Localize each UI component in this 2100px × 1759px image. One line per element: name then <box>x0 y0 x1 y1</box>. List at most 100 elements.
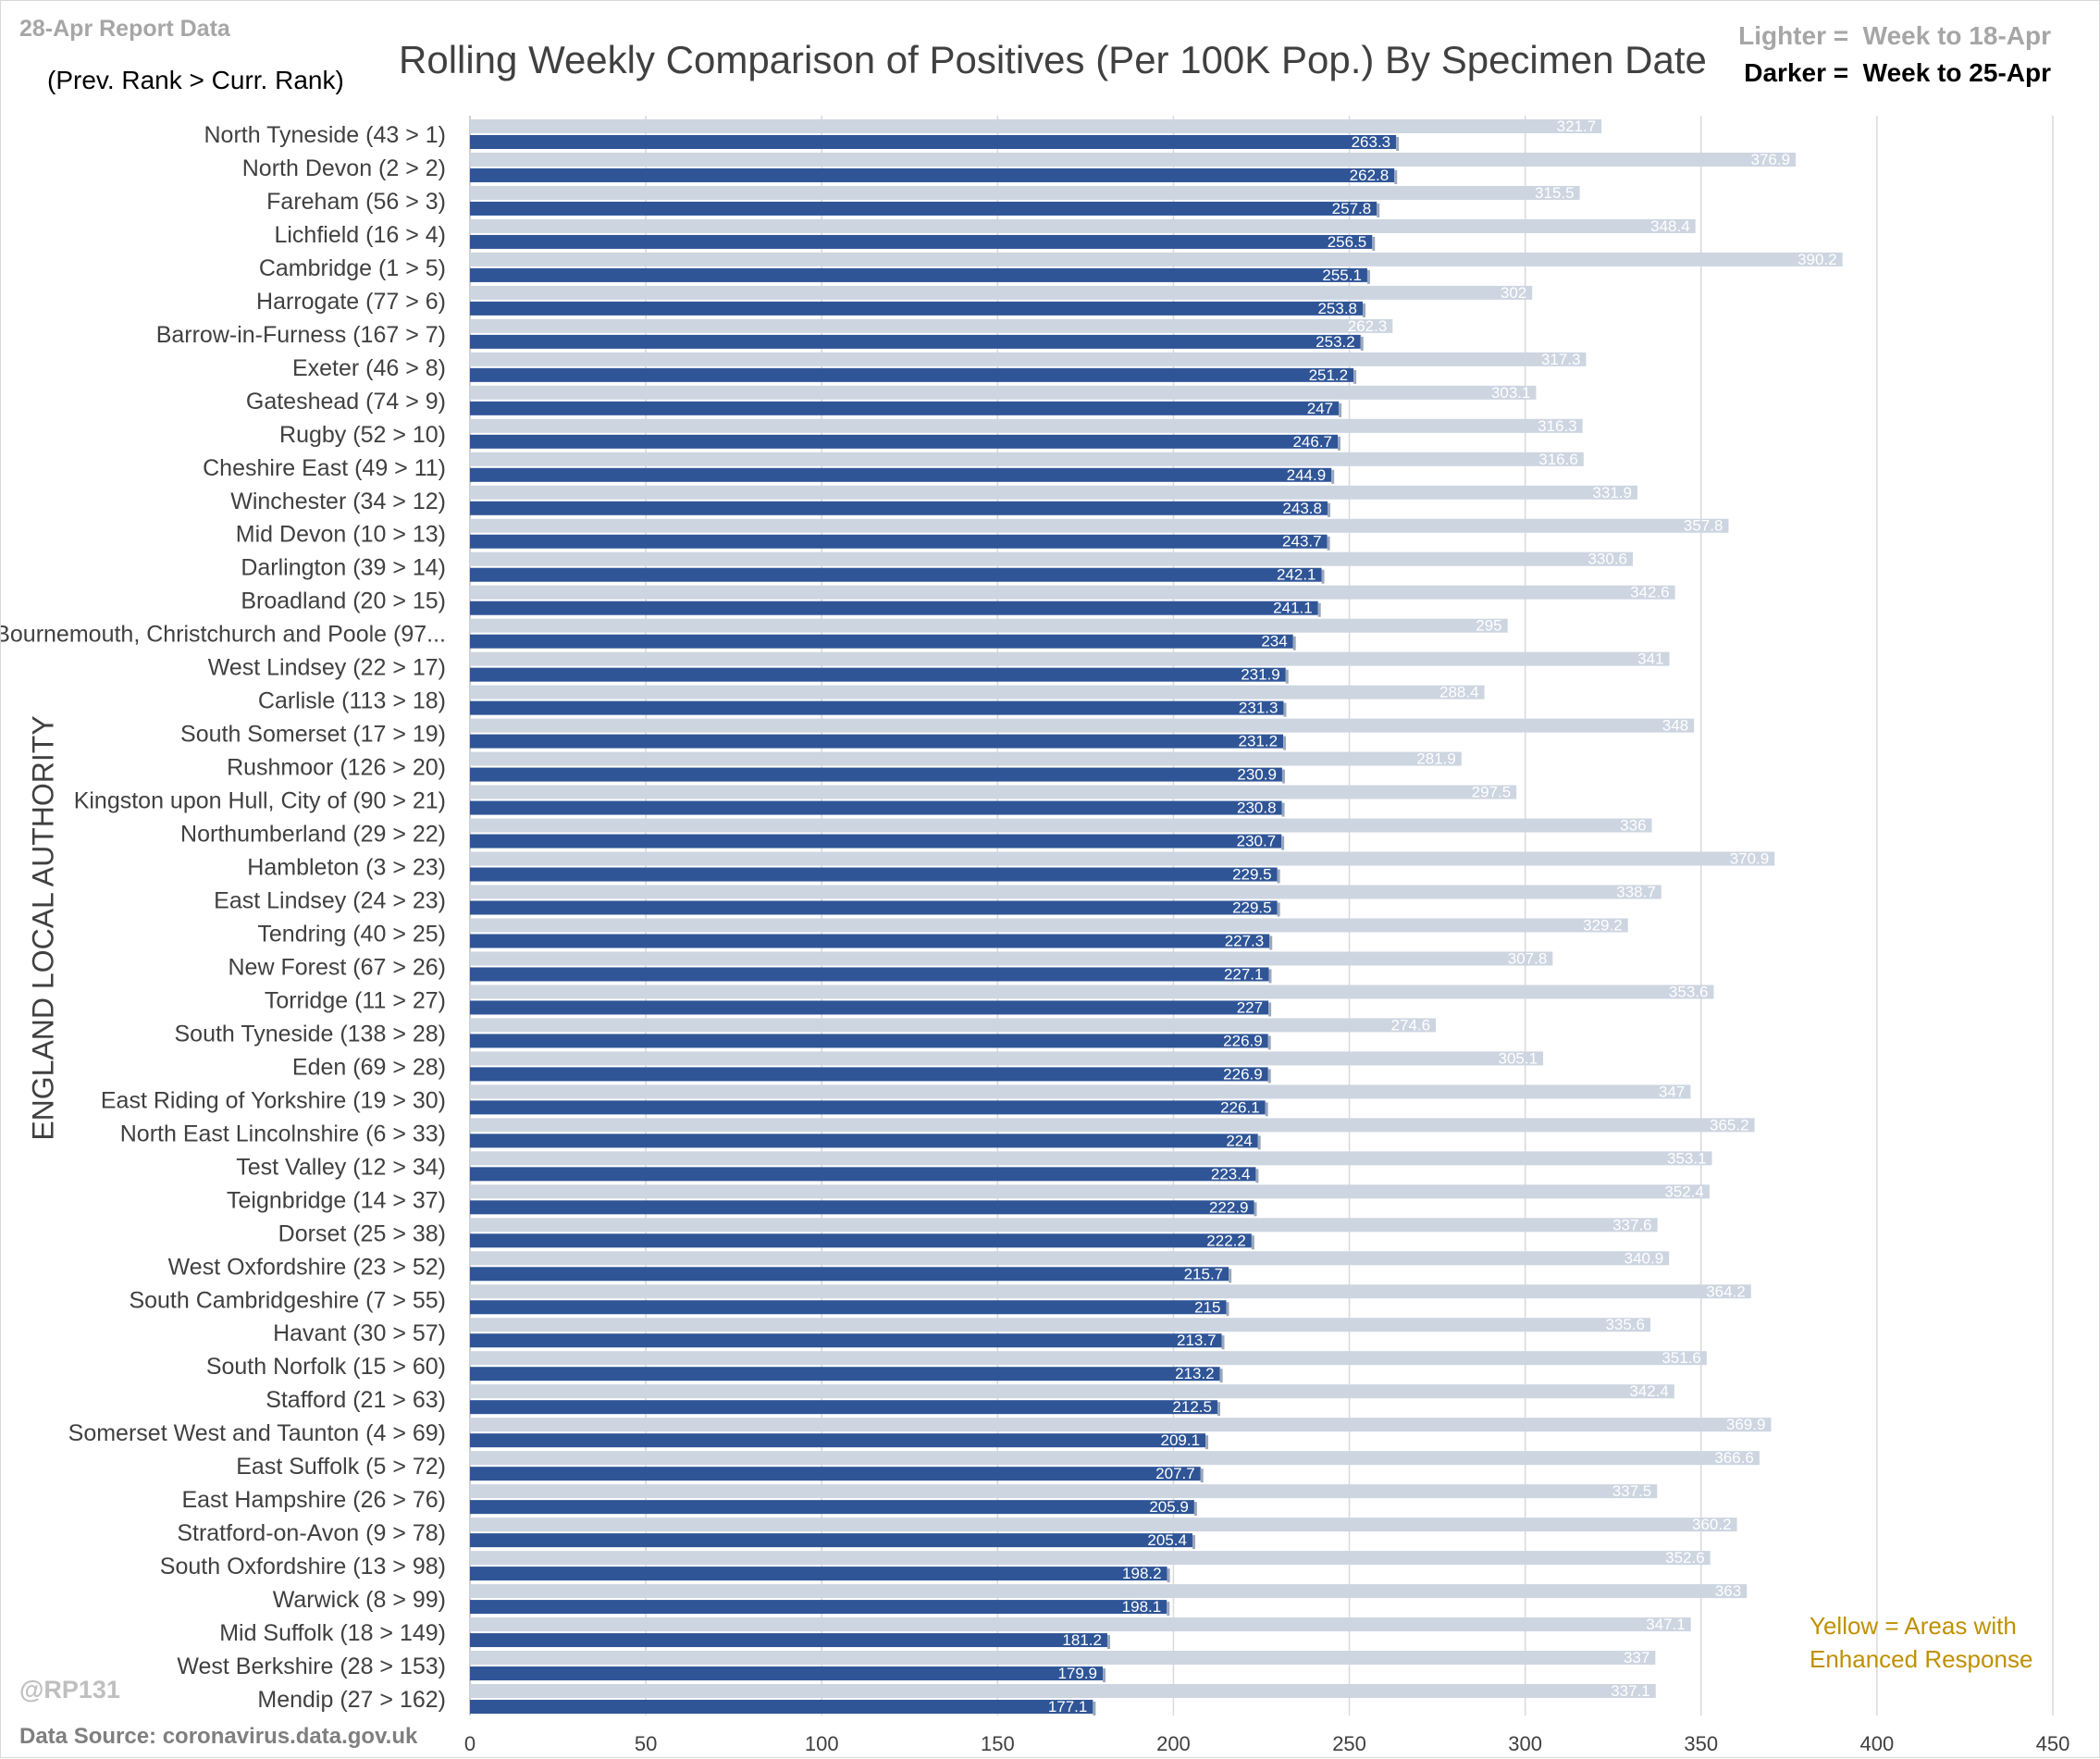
data-label-week-to-25-apr: 230.7 <box>1237 833 1277 850</box>
data-label-week-to-18-apr: 363 <box>1715 1582 1741 1600</box>
y-category-label: Darlington (39 > 14) <box>241 555 446 581</box>
x-tick-label: 50 <box>635 1732 657 1755</box>
data-label-week-to-25-apr: 226.9 <box>1223 1065 1263 1083</box>
data-label-week-to-18-apr: 342.4 <box>1629 1382 1669 1400</box>
data-label-week-to-18-apr: 342.6 <box>1630 584 1670 601</box>
bar-week-to-18-apr <box>470 518 1729 533</box>
y-category-label: Cambridge (1 > 5) <box>259 255 446 281</box>
data-label-week-to-18-apr: 390.2 <box>1797 251 1837 268</box>
bar-shadow <box>1106 1635 1110 1650</box>
data-label-week-to-18-apr: 321.7 <box>1557 118 1597 135</box>
y-category-label: Test Valley (12 > 34) <box>236 1154 446 1180</box>
data-label-week-to-25-apr: 222.2 <box>1206 1232 1246 1249</box>
y-category-label: South Somerset (17 > 19) <box>180 722 446 748</box>
bar-week-to-25-apr <box>470 401 1340 415</box>
y-category-label: Rushmoor (126 > 20) <box>227 755 446 781</box>
bar-shadow <box>1377 203 1380 217</box>
y-category-label: Stratford-on-Avon (9 > 78) <box>177 1520 446 1546</box>
data-label-week-to-18-apr: 274.6 <box>1391 1016 1431 1034</box>
bar-week-to-18-apr <box>470 185 1580 200</box>
y-category-label: Warwick (8 > 99) <box>273 1587 446 1613</box>
x-tick-label: 150 <box>981 1732 1015 1755</box>
bar-week-to-25-apr <box>470 1167 1256 1182</box>
bar-shadow <box>1321 569 1325 584</box>
data-label-week-to-18-apr: 360.2 <box>1692 1516 1732 1533</box>
bar-week-to-25-apr <box>470 1600 1167 1615</box>
bar-shadow <box>1317 602 1321 617</box>
bar-week-to-25-apr <box>470 634 1293 649</box>
y-category-label: Somerset West and Taunton (4 > 69) <box>68 1420 446 1446</box>
bar-week-to-18-apr <box>470 318 1393 333</box>
bar-week-to-18-apr <box>470 585 1675 600</box>
data-label-week-to-25-apr: 223.4 <box>1211 1165 1251 1183</box>
bar-shadow <box>1366 269 1370 284</box>
bar-week-to-25-apr <box>470 1700 1093 1715</box>
data-label-week-to-18-apr: 329.2 <box>1583 916 1623 934</box>
bar-week-to-18-apr <box>470 118 1602 133</box>
y-category-label: Rugby (52 > 10) <box>279 422 446 448</box>
bar-week-to-25-apr <box>470 367 1354 382</box>
data-label-week-to-25-apr: 256.5 <box>1328 233 1367 251</box>
bar-week-to-25-apr <box>470 567 1322 582</box>
data-label-week-to-18-apr: 331.9 <box>1592 484 1632 502</box>
data-label-week-to-18-apr: 337.6 <box>1612 1216 1652 1233</box>
bar-shadow <box>1277 902 1280 917</box>
y-category-label: Winchester (34 > 12) <box>230 489 446 514</box>
data-label-week-to-25-apr: 198.1 <box>1122 1598 1162 1616</box>
y-category-label: West Berkshire (28 > 153) <box>177 1654 446 1679</box>
bar-shadow <box>1292 636 1296 650</box>
data-label-week-to-18-apr: 303.1 <box>1491 384 1531 402</box>
bar-week-to-18-apr <box>470 1018 1437 1033</box>
bar-shadow <box>1267 1069 1271 1084</box>
data-label-week-to-18-apr: 297.5 <box>1472 784 1512 801</box>
data-label-week-to-25-apr: 181.2 <box>1062 1631 1102 1649</box>
data-label-week-to-18-apr: 365.2 <box>1710 1116 1749 1133</box>
y-category-label: North East Lincolnshire (6 > 33) <box>120 1121 446 1146</box>
bar-shadow <box>1283 736 1287 750</box>
bar-week-to-18-apr <box>470 851 1775 866</box>
data-label-week-to-25-apr: 227.3 <box>1225 932 1265 949</box>
bar-week-to-25-apr <box>470 900 1278 915</box>
bar-week-to-25-apr <box>470 134 1397 149</box>
y-category-label: Eden (69 > 28) <box>292 1054 446 1080</box>
bar-week-to-25-apr <box>470 467 1332 482</box>
y-category-label: South Cambridgeshire (7 > 55) <box>129 1287 446 1313</box>
bar-week-to-18-apr <box>470 152 1797 167</box>
data-label-week-to-25-apr: 205.9 <box>1149 1498 1189 1516</box>
x-tick-label: 250 <box>1332 1732 1366 1755</box>
data-label-week-to-18-apr: 330.6 <box>1587 551 1627 568</box>
bar-week-to-25-apr <box>470 1533 1192 1548</box>
bar-week-to-18-apr <box>470 1151 1712 1166</box>
bar-week-to-25-apr <box>470 967 1269 982</box>
y-category-label: North Devon (2 > 2) <box>242 155 446 181</box>
bar-shadow <box>1285 669 1289 684</box>
bar-week-to-25-apr <box>470 1300 1227 1315</box>
data-label-week-to-18-apr: 369.9 <box>1726 1416 1766 1433</box>
legend-darker-text: Week to 25-Apr <box>1862 58 2051 87</box>
y-category-label: Lichfield (16 > 4) <box>274 222 446 248</box>
bar-week-to-25-apr <box>470 601 1318 615</box>
bar-shadow <box>1251 1235 1254 1250</box>
data-label-week-to-18-apr: 295 <box>1476 617 1501 635</box>
bar-week-to-25-apr <box>470 1467 1201 1481</box>
bar-week-to-25-apr <box>470 1034 1268 1048</box>
data-label-week-to-18-apr: 348.4 <box>1650 217 1690 235</box>
bar-week-to-18-apr <box>470 1351 1707 1366</box>
bar-shadow <box>1200 1468 1204 1483</box>
bar-week-to-25-apr <box>470 1567 1167 1581</box>
bar-week-to-18-apr <box>470 285 1533 300</box>
data-label-week-to-25-apr: 229.5 <box>1232 899 1272 917</box>
y-category-label: Mendip (27 > 162) <box>257 1687 446 1713</box>
bar-shadow <box>1394 169 1398 184</box>
bar-week-to-18-apr <box>470 352 1587 366</box>
bar-week-to-25-apr <box>470 1500 1194 1515</box>
bar-week-to-25-apr <box>470 1067 1268 1082</box>
bar-week-to-18-apr <box>470 918 1628 933</box>
data-label-week-to-25-apr: 231.9 <box>1241 666 1280 684</box>
bar-week-to-18-apr <box>470 718 1695 733</box>
x-tick-label: 450 <box>2036 1732 2070 1755</box>
y-category-label: Hambleton (3 > 23) <box>247 855 446 881</box>
bar-week-to-25-apr <box>470 1633 1107 1648</box>
data-label-week-to-25-apr: 242.1 <box>1277 566 1316 584</box>
